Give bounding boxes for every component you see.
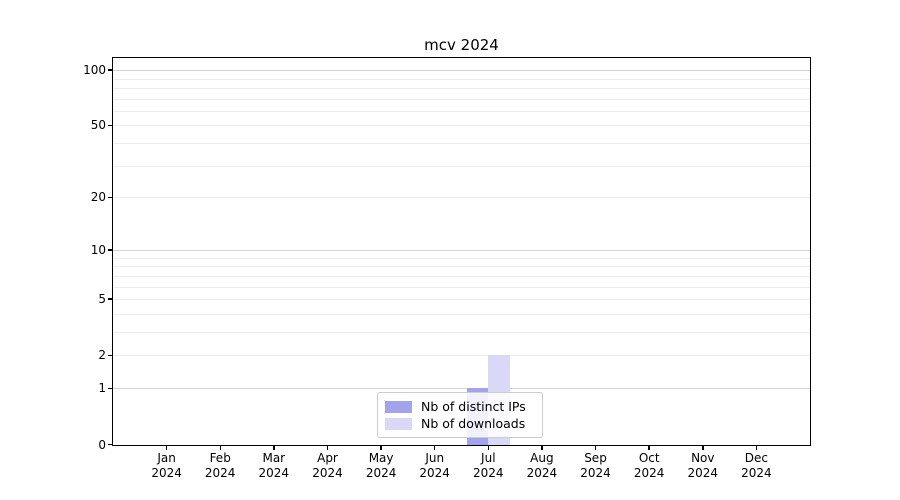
y-gridline-40 — [113, 143, 810, 145]
y-tick-label-2: 2 — [98, 348, 106, 363]
x-tick-label-jan: Jan 2024 — [151, 451, 182, 480]
y-tick-mark-50 — [108, 124, 113, 127]
y-tick-mark-1 — [108, 387, 113, 389]
y-gridline-50 — [113, 125, 810, 127]
chart-title: mcv 2024 — [424, 36, 499, 54]
x-tick-label-oct: Oct 2024 — [633, 451, 665, 480]
legend-label-distinct-ips: Nb of distinct IPs — [421, 399, 526, 414]
x-tick-label-jul: Jul 2024 — [473, 451, 504, 480]
x-tick-mark-dec — [755, 445, 758, 450]
y-tick-label-100: 100 — [83, 63, 106, 77]
y-tick-mark-0 — [108, 443, 113, 446]
y-gridline-70 — [113, 98, 810, 100]
y-gridline-5 — [113, 299, 810, 301]
y-tick-mark-100 — [108, 69, 113, 71]
y-tick-label-10: 10 — [90, 242, 106, 257]
x-tick-mark-nov — [702, 445, 704, 450]
y-gridline-6 — [113, 286, 810, 288]
y-tick-mark-5 — [108, 298, 113, 300]
y-gridline-3 — [113, 332, 810, 333]
y-gridline-20 — [113, 197, 810, 199]
y-gridline-8 — [113, 266, 810, 268]
y-gridline-2 — [113, 355, 810, 357]
x-tick-label-aug: Aug 2024 — [526, 451, 558, 480]
y-tick-label-1: 1 — [98, 381, 106, 396]
y-gridline-30 — [113, 165, 810, 167]
legend-entry-downloads: Nb of downloads — [385, 415, 534, 432]
y-gridline-80 — [113, 87, 810, 89]
y-tick-mark-2 — [108, 354, 113, 357]
x-tick-label-dec: Dec 2024 — [741, 451, 772, 480]
y-gridline-60 — [113, 110, 810, 112]
x-tick-label-sep: Sep 2024 — [580, 451, 611, 480]
legend-label-downloads: Nb of downloads — [421, 416, 526, 431]
y-tick-label-50: 50 — [90, 118, 106, 133]
x-tick-mark-jan — [165, 445, 168, 450]
legend-swatch-downloads — [385, 417, 412, 430]
x-tick-label-may: May 2024 — [365, 451, 397, 480]
legend-swatch-distinct-ips — [385, 400, 412, 413]
x-tick-label-feb: Feb 2024 — [204, 451, 236, 480]
x-tick-mark-mar — [273, 445, 275, 450]
y-gridline-1 — [113, 388, 810, 390]
y-tick-mark-10 — [108, 249, 113, 251]
x-tick-label-mar: Mar 2024 — [258, 451, 290, 480]
x-tick-label-apr: Apr 2024 — [312, 451, 343, 480]
x-tick-mark-oct — [648, 445, 650, 450]
x-tick-label-jun: Jun 2024 — [419, 451, 450, 480]
x-tick-mark-aug — [541, 445, 543, 450]
legend: Nb of distinct IPs Nb of downloads — [377, 392, 543, 438]
y-gridline-100 — [113, 70, 810, 71]
y-tick-label-20: 20 — [90, 190, 106, 205]
y-tick-label-0: 0 — [98, 437, 106, 452]
x-tick-mark-may — [380, 445, 382, 450]
y-tick-label-5: 5 — [98, 292, 106, 307]
y-gridline-9 — [113, 257, 810, 259]
y-gridline-90 — [113, 78, 810, 80]
x-tick-mark-jun — [433, 445, 436, 450]
x-tick-label-nov: Nov 2024 — [687, 451, 719, 480]
x-tick-mark-feb — [219, 445, 221, 450]
legend-entry-distinct-ips: Nb of distinct IPs — [385, 398, 534, 415]
x-tick-mark-apr — [326, 445, 329, 450]
y-gridline-7 — [113, 275, 810, 277]
y-gridline-10 — [113, 249, 810, 251]
y-gridline-4 — [113, 313, 810, 315]
y-tick-mark-20 — [108, 196, 113, 199]
x-tick-mark-sep — [594, 445, 597, 450]
x-tick-mark-jul — [487, 445, 490, 450]
plot-area: Nb of distinct IPs Nb of downloads — [112, 57, 811, 446]
